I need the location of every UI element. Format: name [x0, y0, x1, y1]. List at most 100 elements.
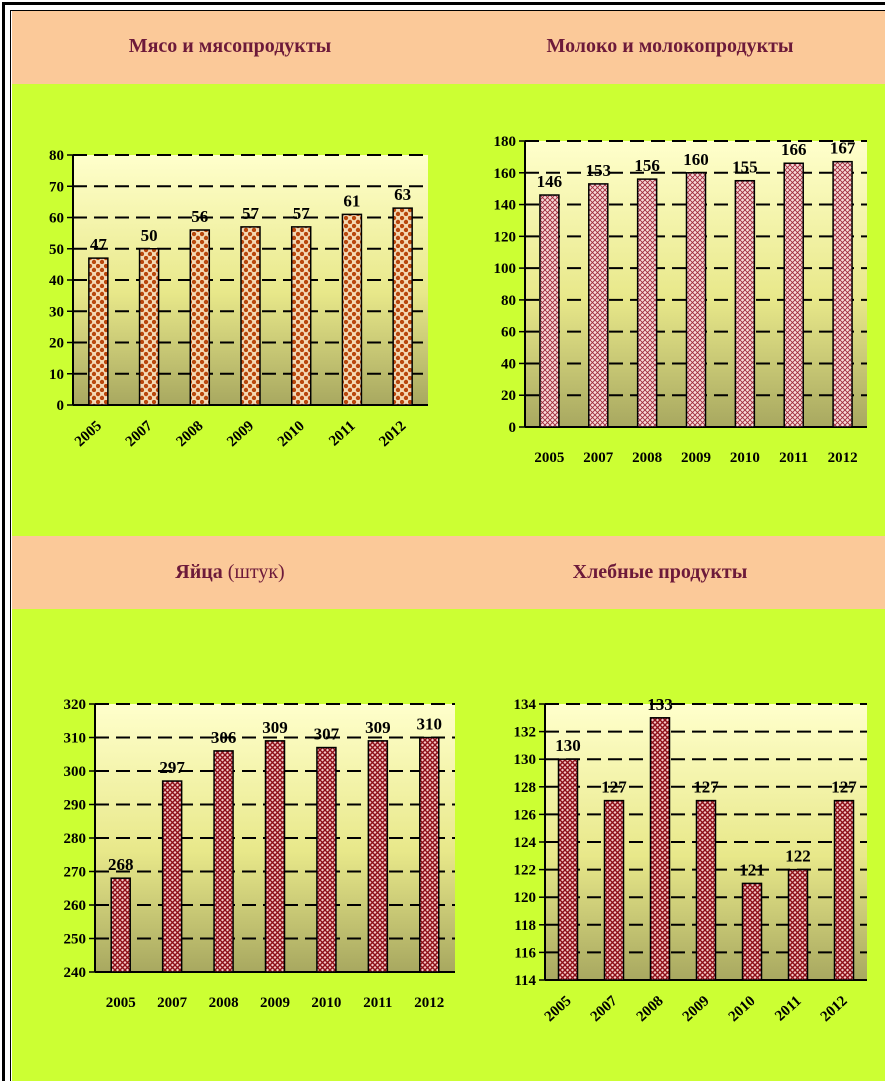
eggs-bar — [316, 746, 337, 973]
meat-x-tick-label: 2012 — [376, 418, 409, 450]
meat-y-tick-label: 0 — [57, 398, 65, 414]
milk-data-label: 153 — [586, 161, 612, 180]
meat-data-label: 47 — [90, 235, 108, 254]
bread-data-label: 121 — [739, 860, 765, 879]
milk-y-tick-label: 0 — [509, 420, 517, 436]
eggs-y-tick-label: 300 — [64, 764, 87, 780]
milk-x-tick-label: 2007 — [583, 450, 614, 466]
eggs-data-label: 306 — [211, 728, 237, 747]
meat-bar — [392, 207, 413, 406]
bottom-title-band — [12, 536, 885, 609]
bread-x-tick-label: 2005 — [542, 993, 575, 1025]
meat-bar — [341, 213, 363, 406]
milk-y-tick-label: 180 — [494, 134, 517, 150]
milk-bar — [685, 172, 707, 428]
eggs-bar — [213, 750, 234, 973]
milk-y-tick-label: 20 — [501, 388, 516, 404]
eggs-data-label: 297 — [159, 758, 185, 777]
meat-data-label: 56 — [191, 207, 208, 226]
bread-y-tick-label: 114 — [514, 973, 536, 989]
eggs-chart-title: Яйца (штук) — [175, 561, 285, 583]
eggs-y-tick-label: 270 — [64, 865, 87, 881]
milk-x-tick-label: 2008 — [632, 450, 662, 466]
eggs-y-tick-label: 240 — [64, 965, 87, 981]
eggs-data-label: 309 — [262, 718, 288, 737]
bread-data-label: 127 — [693, 778, 719, 797]
milk-x-tick-label: 2009 — [681, 450, 711, 466]
meat-bar — [189, 229, 211, 406]
bread-y-tick-label: 122 — [514, 863, 537, 879]
milk-chart-title: Молоко и молокопродукты — [546, 35, 794, 57]
meat-y-tick-label: 50 — [49, 242, 64, 258]
bread-y-tick-label: 126 — [514, 807, 537, 823]
bread-y-tick-label: 118 — [514, 918, 536, 934]
meat-data-label: 50 — [141, 226, 158, 245]
milk-y-tick-label: 160 — [494, 166, 517, 182]
eggs-bar — [161, 780, 183, 973]
bread-bar — [649, 717, 671, 981]
bread-x-tick-label: 2009 — [680, 993, 713, 1025]
bread-y-tick-label: 124 — [514, 835, 537, 851]
meat-chart-title: Мясо и мясопродукты — [128, 35, 332, 57]
meat-x-tick-label: 2011 — [326, 418, 358, 449]
milk-x-tick-label: 2011 — [779, 450, 808, 466]
bread-bar — [741, 882, 763, 981]
milk-bar — [588, 183, 609, 428]
meat-y-tick-label: 30 — [49, 304, 64, 320]
bread-x-tick-label: 2010 — [726, 993, 759, 1025]
eggs-x-tick-label: 2008 — [209, 995, 239, 1011]
milk-x-tick-label: 2012 — [828, 450, 858, 466]
eggs-data-label: 307 — [314, 725, 340, 744]
milk-y-tick-label: 80 — [501, 293, 516, 309]
milk-data-label: 167 — [830, 139, 856, 158]
meat-bar — [88, 257, 109, 406]
bread-bar — [603, 799, 625, 981]
bread-data-label: 133 — [647, 695, 673, 714]
milk-x-tick-label: 2010 — [730, 450, 760, 466]
bread-data-label: 127 — [831, 778, 857, 797]
eggs-x-tick-label: 2011 — [363, 995, 392, 1011]
eggs-x-tick-label: 2010 — [311, 995, 341, 1011]
milk-data-label: 156 — [634, 156, 660, 175]
meat-bar — [290, 226, 312, 406]
meat-data-label: 63 — [394, 185, 411, 204]
milk-y-tick-label: 60 — [501, 325, 516, 341]
milk-y-tick-label: 40 — [501, 356, 516, 372]
eggs-y-tick-label: 250 — [64, 932, 87, 948]
meat-y-tick-label: 60 — [49, 211, 64, 227]
bread-bar — [557, 758, 579, 981]
bread-x-tick-label: 2011 — [772, 993, 804, 1024]
eggs-data-label: 309 — [365, 718, 391, 737]
meat-y-tick-label: 80 — [49, 148, 64, 164]
meat-x-tick-label: 2005 — [72, 418, 105, 450]
eggs-unit-label: (штук) — [227, 561, 285, 583]
milk-bar — [734, 179, 756, 428]
eggs-bar — [110, 877, 131, 973]
eggs-data-label: 268 — [108, 855, 134, 874]
milk-bar — [539, 194, 560, 428]
bread-chart-title: Хлебные продукты — [572, 561, 748, 583]
eggs-x-tick-label: 2012 — [414, 995, 444, 1011]
meat-y-tick-label: 40 — [49, 273, 64, 289]
bread-x-tick-label: 2007 — [588, 993, 621, 1025]
eggs-bar — [367, 740, 389, 973]
bread-bar — [695, 799, 717, 981]
meat-data-label: 57 — [293, 204, 311, 223]
bread-y-tick-label: 128 — [514, 780, 537, 796]
milk-y-tick-label: 140 — [494, 198, 517, 214]
eggs-y-tick-label: 290 — [64, 798, 87, 814]
milk-y-tick-label: 100 — [494, 261, 517, 277]
bread-data-label: 130 — [555, 736, 581, 755]
milk-data-label: 146 — [537, 172, 563, 191]
bread-y-tick-label: 134 — [514, 697, 537, 713]
bread-y-tick-label: 130 — [514, 752, 537, 768]
meat-y-tick-label: 10 — [49, 367, 64, 383]
milk-bar — [783, 162, 804, 428]
milk-data-label: 160 — [683, 150, 709, 169]
bread-bar — [833, 799, 855, 981]
eggs-x-tick-label: 2005 — [106, 995, 136, 1011]
meat-x-tick-label: 2007 — [123, 418, 156, 450]
meat-data-label: 57 — [242, 204, 260, 223]
